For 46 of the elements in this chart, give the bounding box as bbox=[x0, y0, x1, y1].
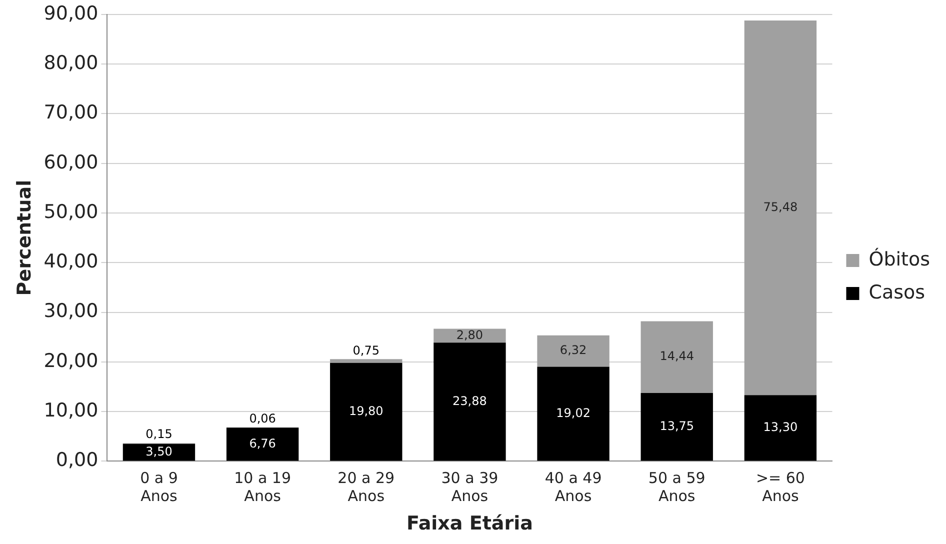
data-label: 23,88 bbox=[452, 394, 487, 408]
y-tick-label: 60,00 bbox=[44, 151, 98, 174]
x-axis-title: Faixa Etária bbox=[406, 512, 533, 535]
x-tick-label: >= 60 Anos bbox=[756, 469, 805, 506]
data-label: 13,30 bbox=[763, 420, 798, 434]
bar bbox=[330, 359, 402, 363]
data-label: 75,48 bbox=[763, 200, 798, 214]
bar bbox=[434, 328, 506, 343]
y-tick-label: 50,00 bbox=[44, 200, 98, 223]
x-tick-label: 0 a 9 Anos bbox=[140, 469, 178, 506]
data-label: 6,32 bbox=[560, 343, 587, 358]
data-label: 13,75 bbox=[660, 418, 694, 433]
bar bbox=[537, 335, 610, 367]
y-tick-label: 30,00 bbox=[44, 300, 98, 322]
x-tick-label: 40 a 49 Anos bbox=[544, 469, 602, 506]
bar bbox=[744, 395, 817, 461]
x-tick-label: 20 a 29 Anos bbox=[338, 469, 395, 506]
bar bbox=[640, 321, 713, 393]
y-tick-label: 10,00 bbox=[44, 399, 98, 422]
legend-label: Óbitos bbox=[868, 247, 930, 270]
data-label: 19,80 bbox=[348, 404, 384, 418]
x-tick-label: 50 a 59 Anos bbox=[648, 469, 706, 506]
data-label: 0,06 bbox=[249, 411, 276, 426]
bar bbox=[537, 366, 610, 461]
y-tick-label: 0,00 bbox=[56, 449, 98, 472]
y-tick-label: 40,00 bbox=[44, 250, 98, 273]
x-tick-label: 30 a 39 Anos bbox=[441, 469, 498, 506]
data-label: 14,44 bbox=[660, 349, 694, 364]
data-label: 19,02 bbox=[556, 406, 590, 420]
y-axis-title: Percentual bbox=[13, 180, 36, 296]
y-tick-label: 20,00 bbox=[44, 350, 98, 372]
bar bbox=[434, 342, 506, 461]
data-label: 3,50 bbox=[146, 444, 172, 458]
data-label: 6,76 bbox=[249, 436, 276, 450]
legend-label: Casos bbox=[868, 281, 926, 304]
y-tick-label: 70,00 bbox=[44, 102, 98, 124]
data-label: 0,15 bbox=[146, 427, 172, 442]
y-tick-label: 90,00 bbox=[44, 2, 98, 24]
bar bbox=[640, 392, 713, 461]
y-tick-label: 80,00 bbox=[44, 52, 98, 74]
data-label: 0,75 bbox=[352, 343, 380, 358]
x-tick-label: 10 a 19 Anos bbox=[234, 469, 292, 506]
bar bbox=[744, 20, 817, 396]
bar bbox=[226, 428, 299, 461]
data-label: 2,80 bbox=[456, 328, 484, 342]
bar bbox=[330, 362, 402, 461]
